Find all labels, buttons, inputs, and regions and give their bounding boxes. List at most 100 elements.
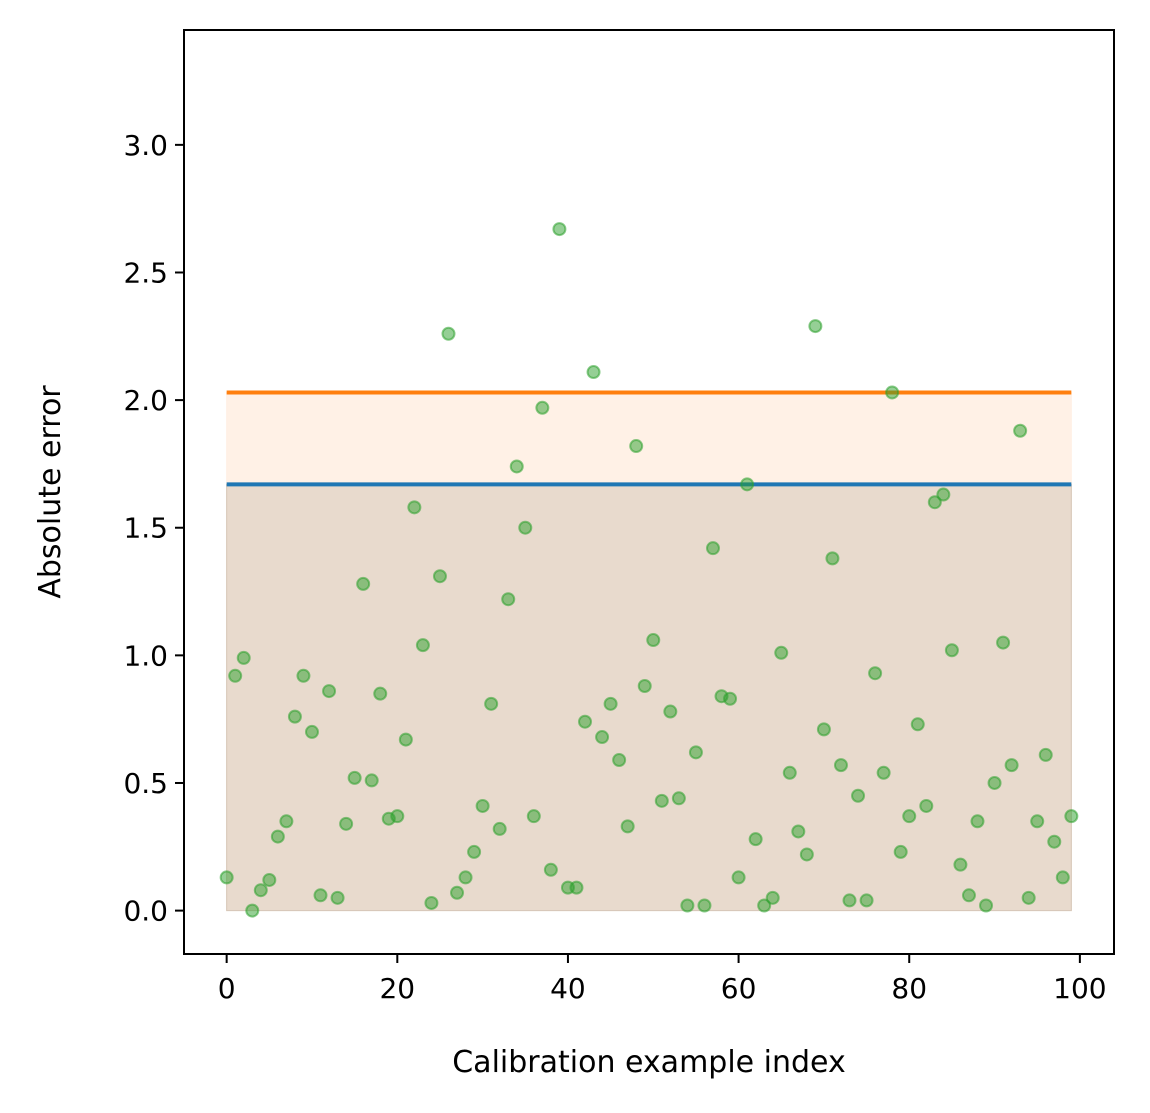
data-point: [936, 487, 951, 502]
y-tick-label: 0.5: [123, 767, 168, 800]
data-point: [902, 809, 917, 824]
data-point: [330, 890, 345, 905]
data-point: [467, 844, 482, 859]
data-point: [646, 633, 661, 648]
x-axis-ticks: 0 20 40 60 80 100: [218, 954, 1107, 1005]
data-point: [236, 650, 251, 665]
threshold-lines: [226, 390, 1072, 487]
data-point: [927, 495, 942, 510]
x-tick-label: 40: [550, 972, 586, 1005]
data-point: [1055, 870, 1070, 885]
data-point: [765, 890, 780, 905]
data-point: [825, 551, 840, 566]
data-point: [304, 724, 319, 739]
data-point: [1004, 758, 1019, 773]
y-tick-label: 1.0: [123, 639, 168, 672]
data-point: [612, 753, 627, 768]
data-point: [705, 541, 720, 556]
data-point: [245, 903, 260, 918]
data-point: [484, 696, 499, 711]
data-point: [723, 691, 738, 706]
data-point: [458, 870, 473, 885]
data-point: [868, 666, 883, 681]
data-point: [782, 765, 797, 780]
data-point: [833, 758, 848, 773]
x-tick-label: 100: [1053, 972, 1106, 1005]
x-tick-label: 60: [721, 972, 757, 1005]
data-point: [373, 686, 388, 701]
data-point: [552, 222, 567, 237]
data-point: [501, 592, 516, 607]
data-point: [996, 635, 1011, 650]
y-axis-ticks: 0.0 0.5 1.0 1.5 2.0 2.5 3.0: [123, 129, 184, 928]
data-point: [390, 809, 405, 824]
data-point: [543, 862, 558, 877]
data-point: [680, 898, 695, 913]
data-point: [944, 643, 959, 658]
data-point: [688, 745, 703, 760]
data-point: [979, 898, 994, 913]
data-point: [228, 668, 243, 683]
data-point: [424, 895, 439, 910]
data-point: [398, 732, 413, 747]
data-point: [535, 400, 550, 415]
data-point: [919, 798, 934, 813]
data-point: [347, 770, 362, 785]
data-point: [339, 816, 354, 831]
data-point: [569, 880, 584, 895]
data-point: [296, 668, 311, 683]
data-point: [961, 888, 976, 903]
x-tick-label: 0: [218, 972, 236, 1005]
data-point: [663, 704, 678, 719]
data-point: [1013, 423, 1028, 438]
data-point: [620, 819, 635, 834]
data-point: [364, 773, 379, 788]
data-point: [219, 870, 234, 885]
data-point: [492, 821, 507, 836]
data-point: [586, 365, 601, 380]
data-point: [450, 885, 465, 900]
x-tick-label: 20: [379, 972, 415, 1005]
y-axis-label: Absolute error: [33, 385, 68, 599]
data-point: [970, 814, 985, 829]
data-point: [876, 765, 891, 780]
data-point: [1030, 814, 1045, 829]
x-tick-label: 80: [891, 972, 927, 1005]
data-point: [654, 793, 669, 808]
data-point: [595, 730, 610, 745]
data-point: [791, 824, 806, 839]
y-tick-label: 2.5: [123, 256, 168, 289]
data-point: [748, 832, 763, 847]
data-point: [799, 847, 814, 862]
y-tick-label: 0.0: [123, 895, 168, 928]
data-point: [1038, 747, 1053, 762]
data-point: [1047, 834, 1062, 849]
x-axis-label: Calibration example index: [452, 1045, 846, 1080]
data-point: [859, 893, 874, 908]
data-point: [270, 829, 285, 844]
data-point: [509, 459, 524, 474]
data-point: [774, 645, 789, 660]
data-point: [851, 788, 866, 803]
data-point: [287, 709, 302, 724]
data-point: [697, 898, 712, 913]
data-point: [842, 893, 857, 908]
data-point: [262, 872, 277, 887]
data-point: [757, 898, 772, 913]
data-point: [731, 870, 746, 885]
data-points: [219, 222, 1079, 918]
data-point: [313, 888, 328, 903]
data-point: [356, 576, 371, 591]
data-point: [253, 883, 268, 898]
data-point: [415, 638, 430, 653]
data-point: [1021, 890, 1036, 905]
threshold-band: [226, 483, 1072, 912]
plot-frame: [183, 29, 1115, 955]
threshold-bands: [226, 391, 1072, 912]
data-point: [893, 844, 908, 859]
data-point: [407, 500, 422, 515]
data-point: [885, 385, 900, 400]
data-point: [1064, 809, 1079, 824]
data-point: [740, 477, 755, 492]
data-point: [475, 798, 490, 813]
